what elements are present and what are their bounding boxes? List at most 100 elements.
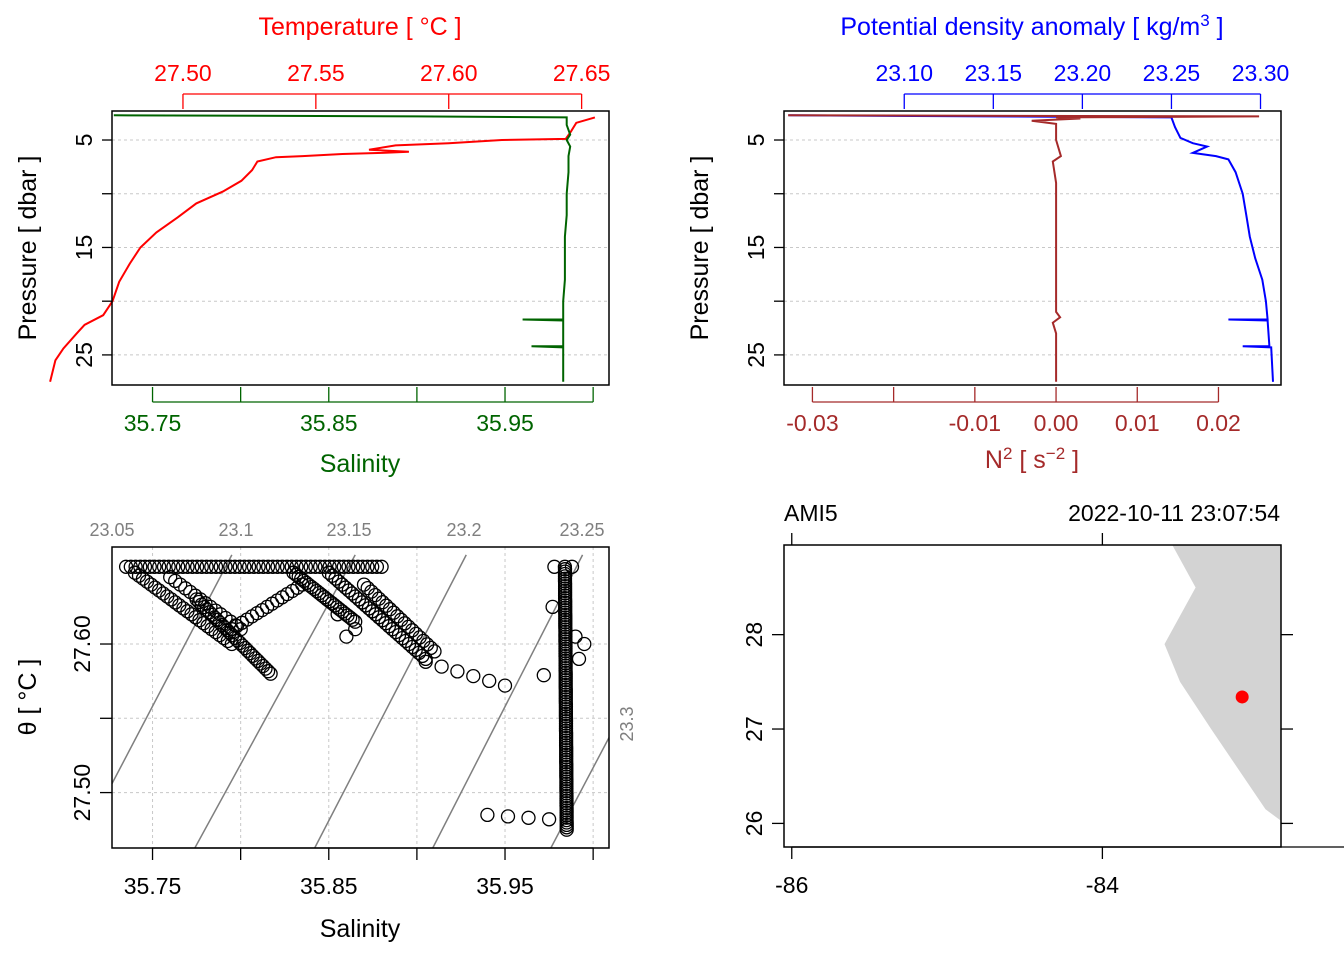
ts-point bbox=[275, 559, 290, 574]
ts-point bbox=[189, 559, 205, 574]
ts-point bbox=[199, 602, 214, 617]
ts-point bbox=[194, 597, 209, 612]
ts-point bbox=[178, 581, 193, 596]
isopycnal-label: 23.1 bbox=[218, 520, 253, 540]
ts-point bbox=[156, 559, 172, 574]
ts-point bbox=[227, 559, 243, 574]
pressure-tick-label: 15 bbox=[743, 235, 769, 261]
ts-point bbox=[360, 559, 375, 574]
ts-point bbox=[163, 570, 178, 585]
map-left-axis: 26 27 28 bbox=[741, 622, 784, 836]
density-profile-panel: 23.10 23.15 23.20 23.25 23.30 -0.03 -0.01 0.00… bbox=[686, 11, 1289, 475]
ts-point bbox=[466, 668, 481, 684]
ts-point bbox=[571, 651, 587, 667]
top-axis-tick-label: 23.20 bbox=[1054, 60, 1112, 86]
ts-profile-frame bbox=[111, 110, 610, 386]
ts-point bbox=[521, 810, 536, 825]
ts-point bbox=[212, 615, 227, 630]
ts-point bbox=[379, 598, 394, 613]
map-bottom-axis: -86-84-82 bbox=[775, 846, 1344, 898]
top-axis-tick-label: 23.25 bbox=[1143, 60, 1201, 86]
ts-point bbox=[401, 619, 416, 634]
ts-point bbox=[545, 599, 560, 615]
bottom-axis-tick-label: -0.03 bbox=[786, 410, 838, 436]
station-marker-layer bbox=[1235, 690, 1249, 704]
ts-point bbox=[408, 626, 424, 642]
density-line bbox=[788, 114, 1274, 382]
ts-point bbox=[427, 644, 442, 659]
top-axis-tick-label: 27.50 bbox=[154, 60, 212, 86]
ts-point bbox=[568, 629, 583, 644]
ts-point bbox=[536, 668, 551, 683]
ts-point bbox=[173, 577, 188, 592]
ts-point bbox=[251, 559, 266, 574]
ts-profile-left-axis: 5 15 25 bbox=[71, 134, 112, 368]
ts-point bbox=[375, 595, 390, 610]
ts-point bbox=[482, 673, 497, 689]
ts-point bbox=[339, 629, 354, 644]
ts-profile-panel: 27.50 27.55 27.60 27.65 35.75 35.85 35.95 5 15… bbox=[14, 13, 610, 478]
ts-point bbox=[223, 559, 238, 574]
ts-point bbox=[175, 559, 191, 574]
ts-point bbox=[232, 635, 248, 651]
ts-point bbox=[418, 654, 433, 669]
ts-point bbox=[365, 559, 380, 574]
ts-point bbox=[382, 602, 398, 617]
theta-axis-title: θ [ °C ] bbox=[14, 659, 42, 736]
ts-point bbox=[232, 559, 247, 574]
top-axis-tick-label: 23.30 bbox=[1232, 60, 1290, 86]
ts-point bbox=[397, 616, 412, 631]
ts-point bbox=[253, 656, 268, 671]
ts-point bbox=[246, 559, 262, 574]
ts-point bbox=[194, 559, 209, 574]
bottom-axis-tick-label: 0.02 bbox=[1196, 410, 1241, 436]
ts-salinity-tick-label: 35.95 bbox=[476, 873, 534, 899]
pressure-axis-title: Pressure [ dbar ] bbox=[14, 156, 42, 341]
ts-point bbox=[390, 609, 405, 624]
latitude-tick-label: 28 bbox=[741, 622, 767, 648]
ts-point bbox=[369, 559, 385, 574]
ts-point bbox=[345, 612, 360, 627]
top-axis-tick-label: 27.60 bbox=[420, 60, 478, 86]
ts-point bbox=[497, 678, 513, 693]
ts-point bbox=[374, 559, 389, 574]
isopycnal-label: 23.3 bbox=[617, 706, 637, 741]
ts-point bbox=[348, 622, 363, 637]
ts-point bbox=[213, 559, 228, 574]
ts-diagram-points bbox=[118, 559, 592, 837]
land-polygon bbox=[1164, 545, 1281, 821]
temperature-axis-title: Temperature [ °C ] bbox=[258, 13, 461, 41]
ts-point bbox=[303, 559, 318, 574]
bottom-axis-tick-label: 35.75 bbox=[124, 410, 182, 436]
ts-point bbox=[356, 577, 372, 592]
ts-point bbox=[330, 607, 345, 622]
ts-point bbox=[258, 661, 273, 676]
ts-point bbox=[270, 559, 285, 574]
ts-point bbox=[161, 559, 176, 574]
ts-point bbox=[348, 614, 363, 629]
ts-point bbox=[142, 559, 157, 574]
ts-point bbox=[208, 559, 224, 574]
ts-point bbox=[346, 559, 361, 574]
density-profile-series bbox=[788, 114, 1274, 382]
land-area bbox=[1164, 545, 1281, 821]
ts-point bbox=[368, 587, 383, 603]
density-profile-bottom-axis: -0.03 -0.01 0.00 0.01 0.02 bbox=[786, 387, 1241, 436]
isopycnal-label: 23.15 bbox=[326, 520, 371, 540]
bottom-axis-tick-label: 35.85 bbox=[300, 410, 358, 436]
ts-point bbox=[263, 666, 278, 681]
ts-point bbox=[308, 559, 323, 574]
pressure-tick-label: 25 bbox=[71, 342, 97, 368]
pressure-tick-label: 5 bbox=[743, 134, 769, 147]
ts-point bbox=[189, 592, 204, 607]
ts-profile-top-axis: 27.50 27.55 27.60 27.65 bbox=[154, 60, 610, 109]
ts-point bbox=[559, 822, 574, 837]
ts-point bbox=[564, 559, 580, 574]
ts-point bbox=[255, 658, 271, 674]
top-axis-tick-label: 23.10 bbox=[875, 60, 933, 86]
ts-point bbox=[284, 559, 299, 574]
pressure-tick-label: 5 bbox=[71, 134, 97, 147]
ts-point bbox=[225, 628, 240, 643]
ts-point bbox=[207, 610, 222, 625]
